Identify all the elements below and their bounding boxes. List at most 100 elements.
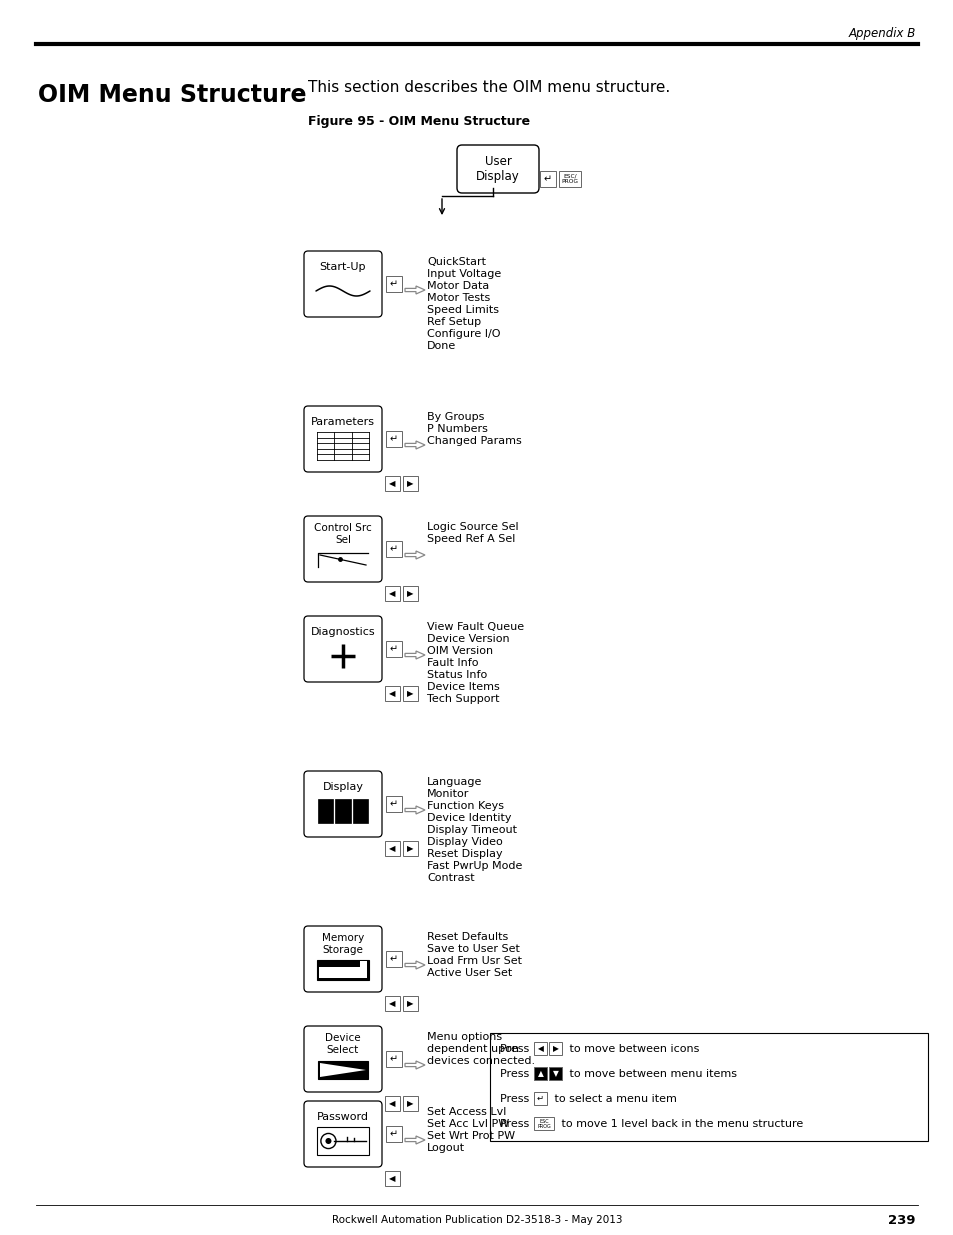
Text: ▶: ▶ [407,479,414,488]
FancyBboxPatch shape [456,144,538,193]
Bar [386,641,401,657]
Bar [386,797,401,811]
Bar [385,841,399,856]
Text: QuickStart: QuickStart [427,257,485,267]
Bar [316,1128,369,1155]
Text: ↵: ↵ [390,1129,397,1139]
Text: Appendix B: Appendix B [848,27,915,41]
FancyBboxPatch shape [304,616,381,682]
Text: Set Acc Lvl PW: Set Acc Lvl PW [427,1119,509,1129]
Bar [385,995,399,1011]
Text: ◀: ◀ [389,1174,395,1183]
Text: Diagnostics: Diagnostics [311,627,375,637]
Text: Speed Limits: Speed Limits [427,305,498,315]
Bar [534,1116,554,1130]
Bar [385,475,399,492]
Text: ▶: ▶ [407,844,414,853]
Text: ◀: ◀ [537,1044,543,1053]
FancyBboxPatch shape [304,1100,381,1167]
Polygon shape [405,551,424,559]
Bar [386,275,401,291]
Polygon shape [405,287,424,294]
Polygon shape [405,1061,424,1070]
Bar [386,1126,401,1142]
Bar [359,961,367,968]
FancyBboxPatch shape [304,1026,381,1092]
Text: ◀: ◀ [389,1099,395,1108]
Text: ↵: ↵ [390,643,397,655]
Text: ESC
PROG: ESC PROG [537,1119,550,1129]
Text: Configure I/O: Configure I/O [427,329,500,338]
Bar [548,1042,561,1055]
Text: Contrast: Contrast [427,873,475,883]
Text: ↵: ↵ [390,799,397,809]
Polygon shape [405,961,424,969]
Text: Fault Info: Fault Info [427,658,478,668]
Text: ▶: ▶ [407,589,414,598]
FancyBboxPatch shape [304,926,381,992]
Polygon shape [405,806,424,814]
Bar [402,995,417,1011]
Text: Parameters: Parameters [311,417,375,427]
Bar [385,585,399,601]
Text: devices connected.: devices connected. [427,1056,535,1066]
Text: Device Version: Device Version [427,634,509,643]
Text: Speed Ref A Sel: Speed Ref A Sel [427,534,515,543]
Bar [317,799,333,823]
Text: Done: Done [427,341,456,351]
Polygon shape [405,651,424,659]
Text: Set Wrt Prot PW: Set Wrt Prot PW [427,1131,515,1141]
Text: Press: Press [499,1094,532,1104]
Text: Device Items: Device Items [427,682,499,692]
FancyBboxPatch shape [304,406,381,472]
Text: ◀: ◀ [389,479,395,488]
Text: to move between menu items: to move between menu items [565,1070,737,1079]
Bar [385,685,399,701]
Text: Changed Params: Changed Params [427,436,521,446]
Text: Memory
Storage: Memory Storage [321,932,364,955]
Text: to select a menu item: to select a menu item [551,1094,677,1104]
Text: Load Frm Usr Set: Load Frm Usr Set [427,956,521,966]
Text: User
Display: User Display [476,156,519,183]
Bar [353,799,368,823]
Text: By Groups: By Groups [427,412,484,422]
Bar [558,170,580,186]
Text: ◀: ◀ [389,589,395,598]
Bar [402,475,417,492]
Text: ↵: ↵ [390,279,397,289]
Text: Press: Press [499,1119,532,1129]
FancyBboxPatch shape [304,516,381,582]
FancyBboxPatch shape [304,251,381,317]
Text: Press: Press [499,1044,532,1053]
Text: Press: Press [499,1070,532,1079]
Text: Set Access Lvl: Set Access Lvl [427,1107,506,1116]
Text: View Fault Queue: View Fault Queue [427,622,523,632]
Text: 239: 239 [887,1214,915,1226]
Bar [318,967,367,978]
Text: ▼: ▼ [552,1070,558,1078]
Bar [402,841,417,856]
Bar [534,1092,546,1105]
Text: ▶: ▶ [407,999,414,1008]
Polygon shape [405,1136,424,1144]
FancyBboxPatch shape [304,771,381,837]
Text: Input Voltage: Input Voltage [427,269,500,279]
Text: Language: Language [427,777,482,787]
Text: dependent upon: dependent upon [427,1044,518,1053]
Circle shape [325,1137,331,1144]
Text: ▶: ▶ [407,689,414,698]
Text: Save to User Set: Save to User Set [427,944,519,953]
Text: Fast PwrUp Mode: Fast PwrUp Mode [427,861,522,871]
Text: Status Info: Status Info [427,671,487,680]
Bar [385,1171,399,1186]
Bar [386,1051,401,1067]
Text: ◀: ◀ [389,689,395,698]
Text: Active User Set: Active User Set [427,968,512,978]
Text: ◀: ◀ [389,999,395,1008]
Bar [317,1061,368,1079]
Text: Password: Password [316,1112,369,1123]
Text: ▶: ▶ [552,1044,558,1053]
Text: to move between icons: to move between icons [565,1044,699,1053]
Text: Figure 95 - OIM Menu Structure: Figure 95 - OIM Menu Structure [308,116,530,128]
Text: Logout: Logout [427,1144,465,1153]
